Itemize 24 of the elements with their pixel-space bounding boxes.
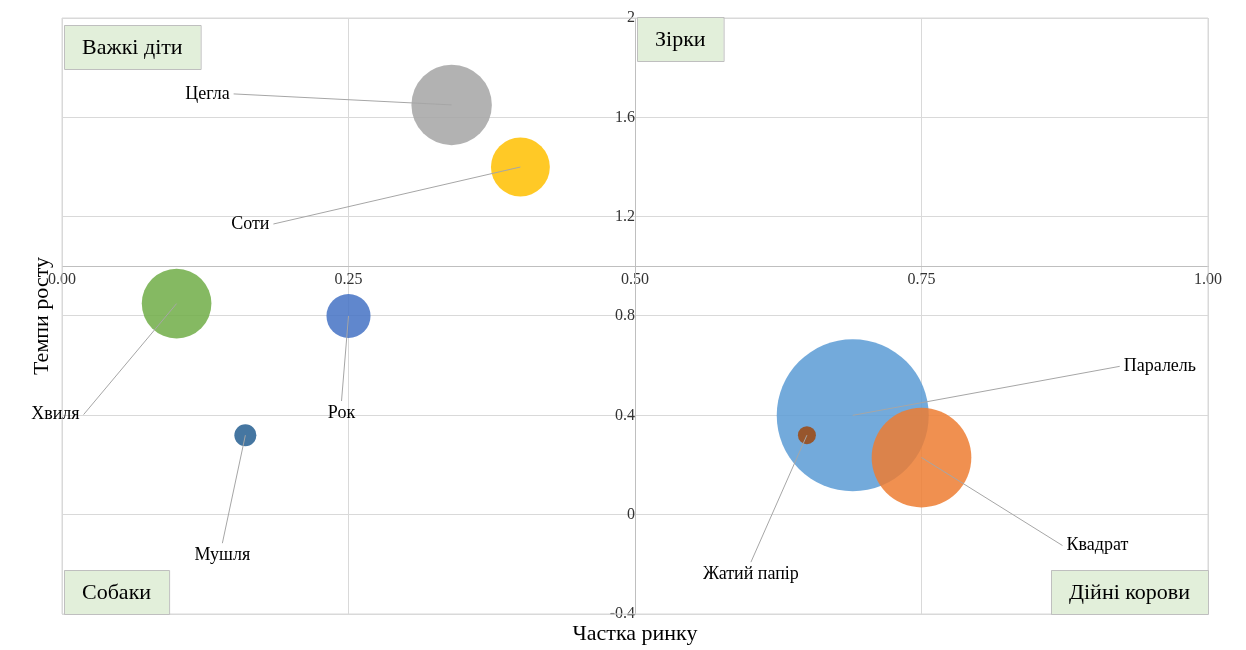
y-tick-label: 0.8 xyxy=(615,306,635,324)
y-tick-label: 0.4 xyxy=(615,405,635,423)
x-axis-title: Частка ринку xyxy=(572,619,698,645)
text: Паралель xyxy=(1123,355,1197,376)
y-tick-label: 2 xyxy=(627,8,635,26)
y-tick-label: 1.6 xyxy=(615,107,635,125)
y-tick-label: 1.2 xyxy=(615,206,635,224)
y-tick-label: 0 xyxy=(627,504,635,522)
annotation: Дійні корови xyxy=(1068,578,1191,604)
text: Квадрат xyxy=(1066,534,1129,555)
text: Хвиля xyxy=(31,403,80,424)
x-tick-label: 1.00 xyxy=(1194,270,1222,288)
text: Рок xyxy=(327,401,356,422)
x-tick-label: 0.50 xyxy=(621,270,649,288)
annotation: Важкі діти xyxy=(82,33,183,59)
x-tick-label: 0.25 xyxy=(334,270,363,288)
text: Соти xyxy=(231,212,270,233)
y-tick-label: -0.4 xyxy=(609,604,635,622)
x-tick-label: 0.75 xyxy=(907,270,936,288)
text: Мушля xyxy=(194,543,251,564)
annotation: Зірки xyxy=(655,25,706,51)
text: Жатий папір xyxy=(702,562,799,583)
text: Цегла xyxy=(185,82,230,103)
annotation: Собаки xyxy=(82,578,152,604)
